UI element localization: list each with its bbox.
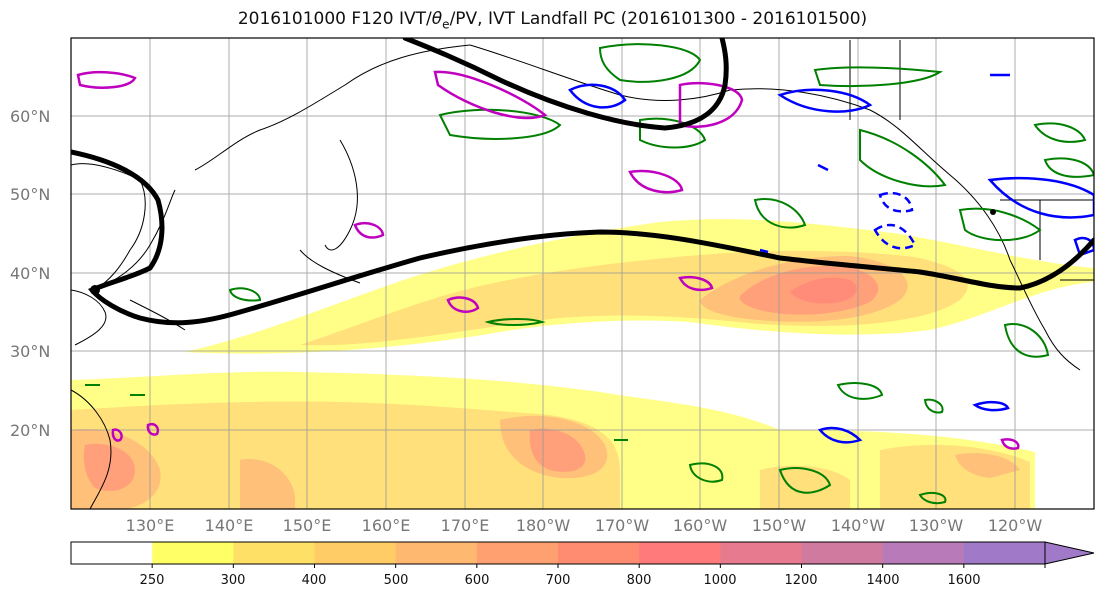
lon-label-150e: 150°E [282, 516, 332, 535]
lon-label-160e: 160°E [361, 516, 411, 535]
colorbar-segment [395, 542, 478, 564]
colorbar-tick-800: 800 [626, 573, 652, 588]
colorbar-segment [639, 542, 721, 564]
colorbar-tick-1400: 1400 [866, 573, 900, 588]
lon-label-170e: 170°E [440, 516, 490, 535]
pc-contour [71, 38, 1094, 326]
lat-label-20n: 20°N [10, 421, 51, 440]
colorbar-segment [476, 542, 559, 564]
lon-label-170w: 170°W [594, 516, 650, 535]
colorbar-segment [801, 542, 884, 564]
graticule [71, 38, 1094, 509]
theta-e-contours [85, 43, 1094, 505]
pv-positive-contours [568, 73, 1094, 444]
colorbar-segment [963, 542, 1046, 564]
colorbar-tick-500: 500 [383, 573, 409, 588]
colorbar-segment [882, 542, 965, 564]
lon-label-150w: 150°W [751, 516, 807, 535]
pv-negative-contours [873, 191, 917, 250]
colorbar-segment [720, 542, 802, 564]
colorbar-extend-arrow [1044, 541, 1095, 565]
colorbar-tick-600: 600 [464, 573, 490, 588]
lat-label-60n: 60°N [10, 107, 51, 126]
lon-label-120w: 120°W [987, 516, 1043, 535]
lat-label-30n: 30°N [10, 342, 51, 361]
map-frame [70, 37, 1095, 510]
colorbar-tick-1200: 1200 [784, 573, 818, 588]
colorbar-tick-700: 700 [545, 573, 571, 588]
magenta-contours [76, 70, 1020, 450]
colorbar-segment [152, 542, 234, 564]
colorbar-tick-250: 250 [139, 573, 165, 588]
lon-label-160w: 160°W [672, 516, 728, 535]
lat-label-40n: 40°N [10, 264, 51, 283]
colorbar-tick-400: 400 [301, 573, 327, 588]
colorbar-tick-marks [151, 564, 1046, 568]
colorbar-segment [558, 542, 640, 564]
colorbar-segment [233, 542, 315, 564]
colorbar-tick-300: 300 [220, 573, 246, 588]
lon-label-130e: 130°E [125, 516, 175, 535]
pc-markers [90, 209, 996, 295]
ivt-shading [71, 219, 1094, 509]
colorbar-segment [71, 542, 153, 564]
map-title: 2016101000 F120 IVT/θe/PV, IVT Landfall … [237, 9, 868, 32]
colorbar-segment [314, 542, 397, 564]
lat-label-50n: 50°N [10, 185, 51, 204]
colorbar-tick-1000: 1000 [703, 573, 737, 588]
lon-label-140e: 140°E [204, 516, 254, 535]
lon-label-130w: 130°W [908, 516, 964, 535]
colorbar-tick-1600: 1600 [947, 573, 981, 588]
colorbar-segments [71, 542, 1046, 564]
lon-label-140w: 140°W [830, 516, 886, 535]
lon-label-180w: 180°W [515, 516, 571, 535]
